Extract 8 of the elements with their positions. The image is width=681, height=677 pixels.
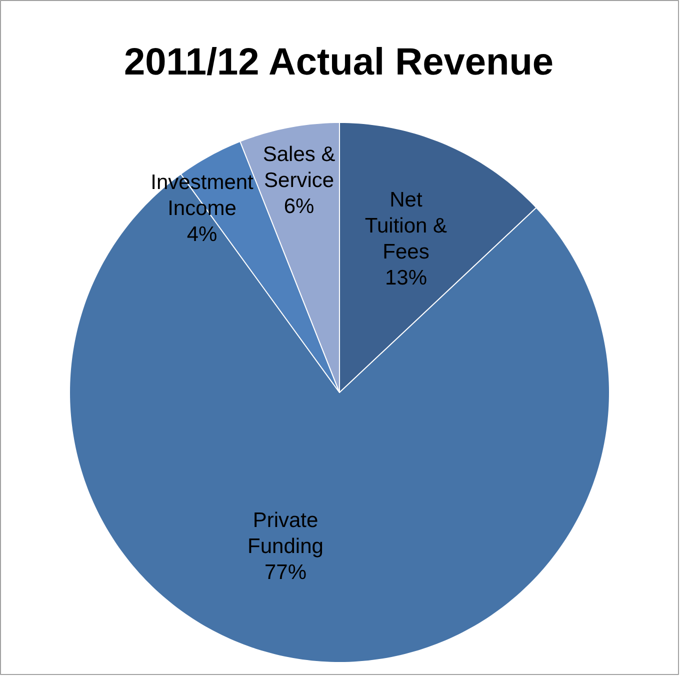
chart-title: 2011/12 Actual Revenue bbox=[124, 42, 554, 84]
slice-label: Sales & Service bbox=[262, 142, 336, 192]
data-label: 6% bbox=[284, 194, 314, 218]
data-label: 77% bbox=[264, 560, 307, 584]
slice-label: Private Funding bbox=[248, 508, 324, 558]
data-label: 13% bbox=[384, 266, 427, 290]
data-label: 4% bbox=[186, 223, 218, 246]
slice-label: Net Tuition & Fees bbox=[364, 188, 448, 264]
